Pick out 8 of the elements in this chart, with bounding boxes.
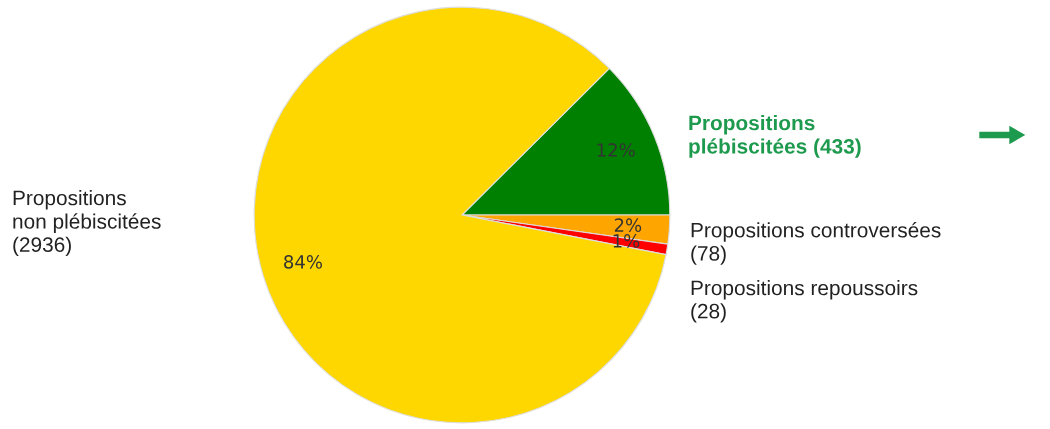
slice-label: Propositions repoussoirs (28) — [691, 280, 918, 323]
slice-label: Propositions plébiscitées (433) — [689, 115, 861, 158]
data-label: 12% — [597, 143, 635, 157]
pie-slice — [253, 6, 667, 424]
data-label: 2% — [614, 218, 642, 232]
data-label: 84% — [284, 255, 323, 269]
slice-label: Propositions non plébiscitées (2936) — [13, 190, 161, 257]
slice-label: Propositions controversées (78) — [691, 222, 941, 265]
